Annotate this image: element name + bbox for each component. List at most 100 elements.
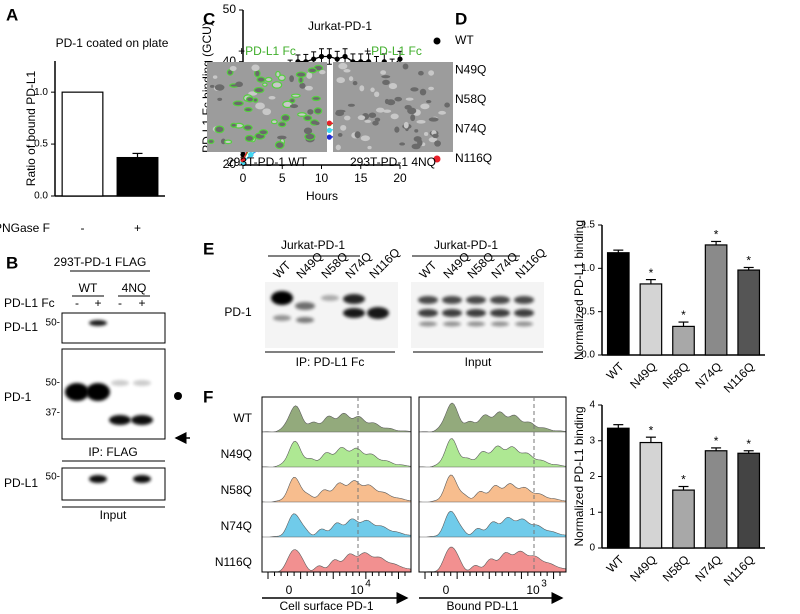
cell xyxy=(295,71,307,78)
blot-band xyxy=(343,294,365,304)
cell xyxy=(271,81,283,89)
x-tick-label: 10 xyxy=(526,583,540,597)
significance-label: * xyxy=(681,473,686,487)
cell xyxy=(386,99,396,106)
row-label: N49Q xyxy=(221,447,252,461)
cell xyxy=(380,70,387,75)
significance-label: * xyxy=(681,308,686,322)
blot-frame xyxy=(61,312,166,344)
blot-frame xyxy=(61,467,166,501)
cell xyxy=(352,80,358,86)
size-marker: 50- xyxy=(46,378,60,389)
cell xyxy=(428,117,439,122)
bar xyxy=(672,325,695,356)
cell xyxy=(303,114,313,122)
blot-band xyxy=(490,296,510,304)
panel-letter: B xyxy=(6,253,18,272)
cell xyxy=(307,67,318,74)
error-bar xyxy=(613,249,624,253)
cell xyxy=(243,107,253,113)
cell xyxy=(420,103,430,110)
cell xyxy=(428,137,438,143)
histogram xyxy=(418,438,567,468)
error-bar xyxy=(678,485,689,491)
blot-band xyxy=(466,309,486,317)
y-tick-label: 3 xyxy=(589,435,595,446)
cell xyxy=(338,62,348,70)
blot-band xyxy=(343,308,365,318)
error-bar xyxy=(711,447,722,451)
cell xyxy=(381,75,391,79)
row-label: PD-L1 xyxy=(4,320,38,334)
cell xyxy=(304,85,313,91)
cell xyxy=(417,139,423,147)
error-bar xyxy=(132,152,143,158)
cell xyxy=(399,142,406,146)
panel-letter: C xyxy=(203,9,215,28)
x-tick-label: N74Q xyxy=(692,552,724,584)
cell xyxy=(348,76,354,82)
cell xyxy=(235,81,243,88)
y-tick-label: 0.0 xyxy=(34,191,48,202)
point xyxy=(326,53,332,60)
cell xyxy=(214,84,225,91)
blot-band xyxy=(442,309,462,317)
lane-label: + xyxy=(94,296,101,310)
bar xyxy=(61,91,104,197)
point xyxy=(248,152,254,158)
cell xyxy=(390,113,399,120)
blot-band xyxy=(271,291,293,305)
x-tick-label: 5 xyxy=(279,171,286,185)
x-axis-label: Hours xyxy=(306,189,338,203)
cell xyxy=(209,84,215,88)
cell xyxy=(347,103,355,107)
cell xyxy=(432,133,439,139)
blot-band xyxy=(514,309,534,317)
y-tick-label: 0.5 xyxy=(34,139,48,150)
x-tick-label: WT xyxy=(604,359,628,383)
cell xyxy=(289,104,299,109)
blot-band xyxy=(86,383,110,401)
panel-letter: F xyxy=(203,387,213,406)
cell xyxy=(372,120,379,126)
cell xyxy=(434,140,441,147)
cell xyxy=(382,79,390,86)
point xyxy=(397,56,403,62)
cell xyxy=(275,70,281,78)
cell xyxy=(268,95,276,100)
x-axis-label: Bound PD-L1 xyxy=(446,599,518,613)
cell xyxy=(297,112,307,117)
error-bar xyxy=(743,266,754,271)
blot-band xyxy=(89,320,107,326)
cell xyxy=(298,76,304,84)
x-tick-label: 0 xyxy=(443,583,450,597)
bar xyxy=(737,269,761,356)
cell xyxy=(232,100,244,107)
x-tick-label: - xyxy=(81,221,85,235)
cell xyxy=(289,75,294,83)
treatment-prefix: + xyxy=(364,44,371,58)
x-tick-label: N58Q xyxy=(660,359,692,391)
y-tick-label: 1.0 xyxy=(34,87,48,98)
lane-label: WT xyxy=(416,258,440,282)
lane-label: - xyxy=(75,296,79,310)
lane-label: N49Q xyxy=(293,249,325,281)
cell xyxy=(270,119,278,125)
cell xyxy=(289,97,296,104)
blot-caption: Input xyxy=(100,508,127,522)
point xyxy=(326,127,332,133)
x-tick-exponent: 3 xyxy=(541,579,547,590)
row-label: N116Q xyxy=(215,555,252,569)
lane-label: N49Q xyxy=(440,249,472,281)
blot-header: Jurkat-PD-1 xyxy=(434,238,498,252)
y-tick-label: 1.5 xyxy=(581,220,595,231)
size-marker: 37- xyxy=(46,408,60,419)
x-tick-label: N116Q xyxy=(721,359,757,395)
error-bar xyxy=(645,436,656,443)
error-bar xyxy=(743,450,754,454)
treatment-label: +PD-L1 Fc xyxy=(364,44,422,58)
cell xyxy=(423,131,429,136)
blot-band xyxy=(133,475,151,483)
cell xyxy=(340,124,347,131)
